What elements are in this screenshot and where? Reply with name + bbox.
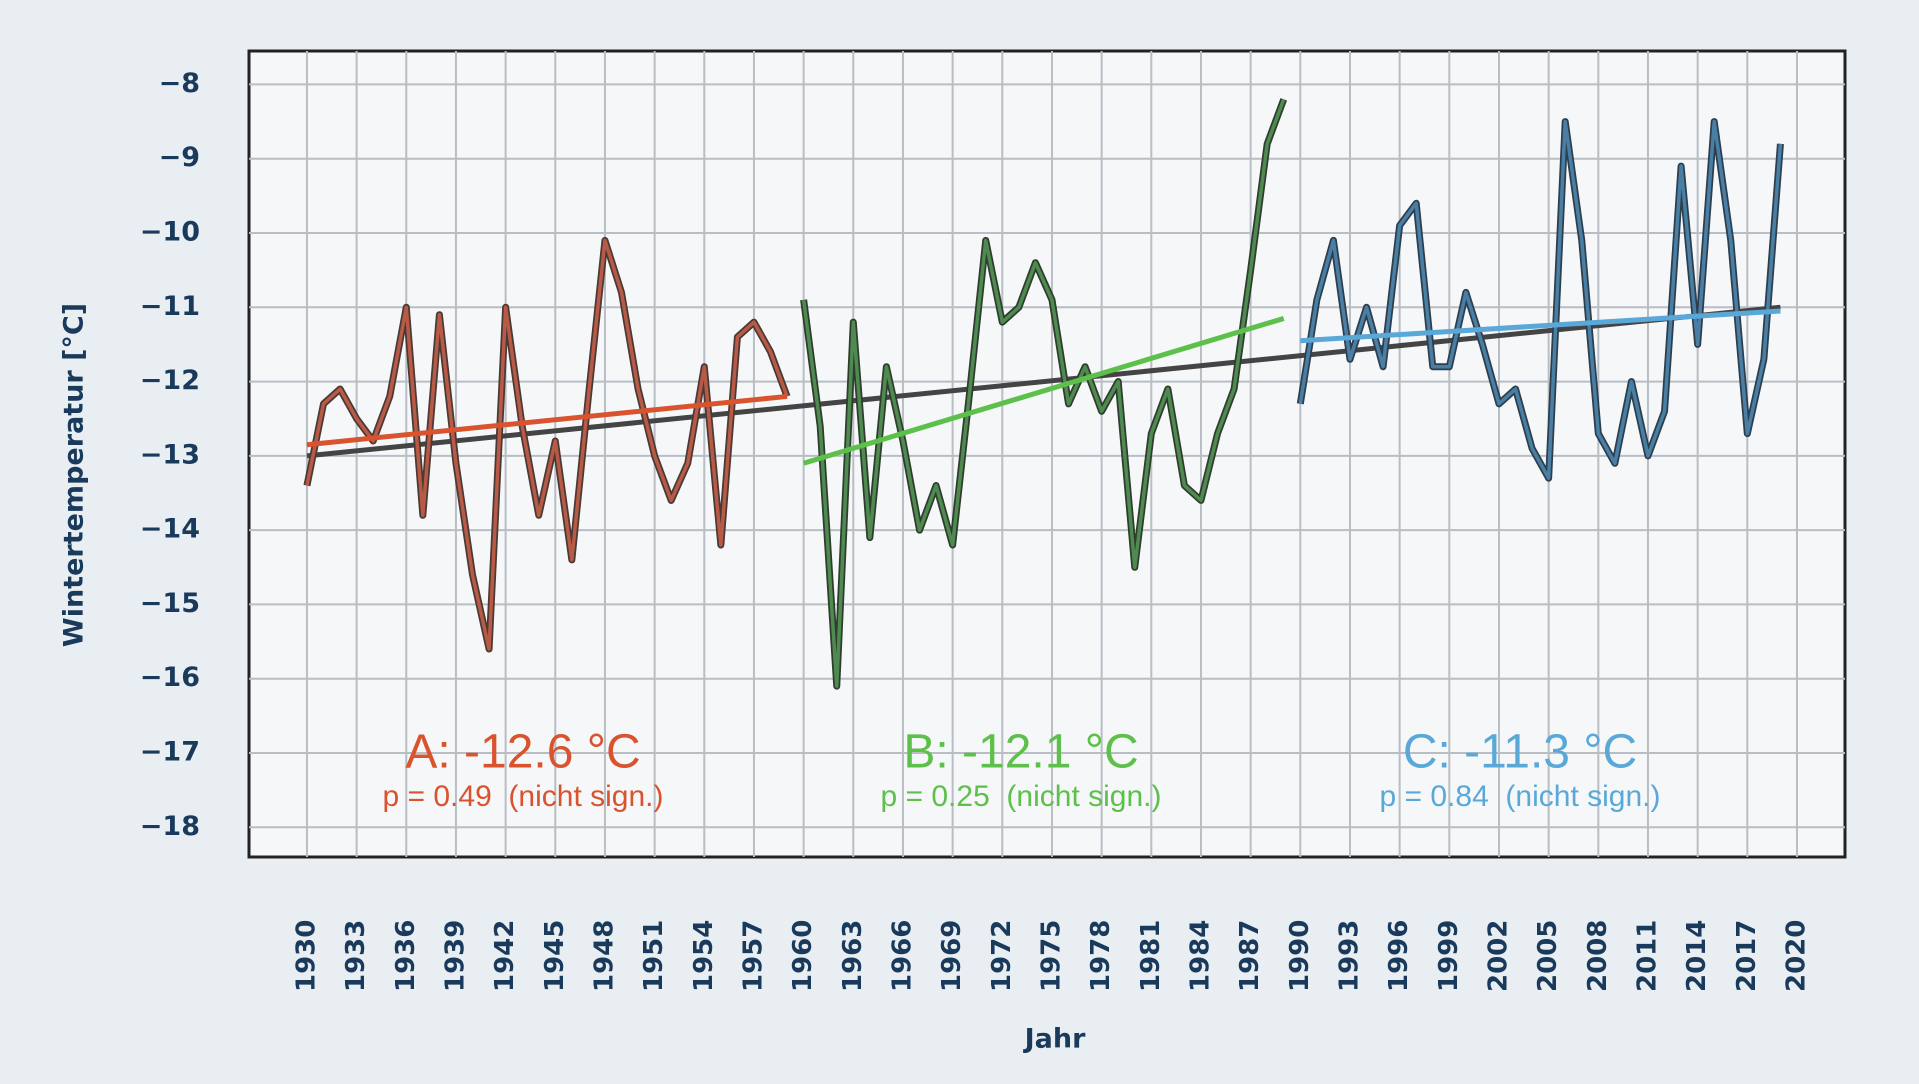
x-tick-label: 1984 bbox=[1185, 920, 1215, 992]
y-tick-label: −10 bbox=[140, 217, 200, 248]
x-tick-label: 2005 bbox=[1533, 920, 1563, 992]
trend-line bbox=[1300, 308, 1781, 344]
x-tick-label: 2008 bbox=[1583, 920, 1613, 992]
y-tick-label: −17 bbox=[140, 737, 200, 768]
x-tick-label: 1945 bbox=[540, 920, 570, 992]
x-tick-label: 1960 bbox=[788, 920, 818, 992]
annotation: A: -12.6 °C bbox=[405, 726, 640, 779]
y-tick-label: −12 bbox=[140, 365, 200, 396]
x-tick-label: 1993 bbox=[1334, 920, 1364, 992]
annotation-sub: p = 0.49 (nicht sign.) bbox=[383, 780, 664, 813]
x-tick-label: 1930 bbox=[291, 920, 321, 992]
y-tick-label: −13 bbox=[140, 439, 200, 470]
x-tick-label: 1942 bbox=[490, 920, 520, 992]
annotation-sub: p = 0.84 (nicht sign.) bbox=[1380, 780, 1661, 813]
trend-line bbox=[802, 316, 1285, 466]
x-tick-label: 2014 bbox=[1682, 920, 1712, 992]
y-tick-label: −14 bbox=[140, 514, 200, 545]
y-tick-label: −8 bbox=[159, 68, 200, 99]
y-tick-label: −18 bbox=[140, 811, 200, 842]
x-tick-label: 1939 bbox=[440, 920, 470, 992]
x-tick-label: 1954 bbox=[689, 920, 719, 992]
y-tick-label: −15 bbox=[140, 588, 200, 619]
x-tick-label: 1975 bbox=[1036, 920, 1066, 992]
x-tick-label: 1981 bbox=[1136, 920, 1166, 992]
x-tick-label: 2017 bbox=[1732, 920, 1762, 992]
x-tick-label: 2011 bbox=[1632, 920, 1662, 992]
y-axis-label: Wintertemperatur [°C] bbox=[59, 303, 90, 647]
data-line bbox=[305, 238, 789, 651]
x-tick-label: 1951 bbox=[639, 920, 669, 992]
y-tick-label: −16 bbox=[140, 662, 200, 693]
plot-area bbox=[247, 49, 1847, 859]
x-tick-label: 1990 bbox=[1285, 920, 1315, 992]
data-line bbox=[801, 98, 1286, 688]
x-tick-label: 1978 bbox=[1086, 920, 1116, 992]
annotation: B: -12.1 °C bbox=[903, 726, 1138, 779]
x-tick-label: 1972 bbox=[987, 920, 1017, 992]
x-tick-label: 2002 bbox=[1483, 920, 1513, 992]
x-tick-label: 1936 bbox=[391, 920, 421, 992]
y-tick-label: −11 bbox=[140, 291, 200, 322]
x-tick-label: 1948 bbox=[589, 920, 619, 992]
x-axis-label: Jahr bbox=[1023, 1024, 1086, 1055]
annotation-sub: p = 0.25 (nicht sign.) bbox=[881, 780, 1162, 813]
data-line bbox=[1298, 119, 1783, 480]
x-tick-label: 1963 bbox=[838, 920, 868, 992]
x-tick-label: 1933 bbox=[341, 920, 371, 992]
x-tick-label: 1996 bbox=[1384, 920, 1414, 992]
x-tick-label: 1999 bbox=[1434, 920, 1464, 992]
x-tick-label: 1969 bbox=[937, 920, 967, 992]
x-tick-label: 1966 bbox=[887, 920, 917, 992]
x-tick-label: 1957 bbox=[738, 920, 768, 992]
annotation: C: -11.3 °C bbox=[1403, 726, 1637, 779]
trend-line bbox=[306, 393, 788, 448]
trend-line bbox=[306, 304, 1781, 459]
x-tick-label: 1987 bbox=[1235, 920, 1265, 992]
y-tick-label: −9 bbox=[159, 142, 200, 173]
x-tick-label: 2020 bbox=[1781, 920, 1811, 992]
